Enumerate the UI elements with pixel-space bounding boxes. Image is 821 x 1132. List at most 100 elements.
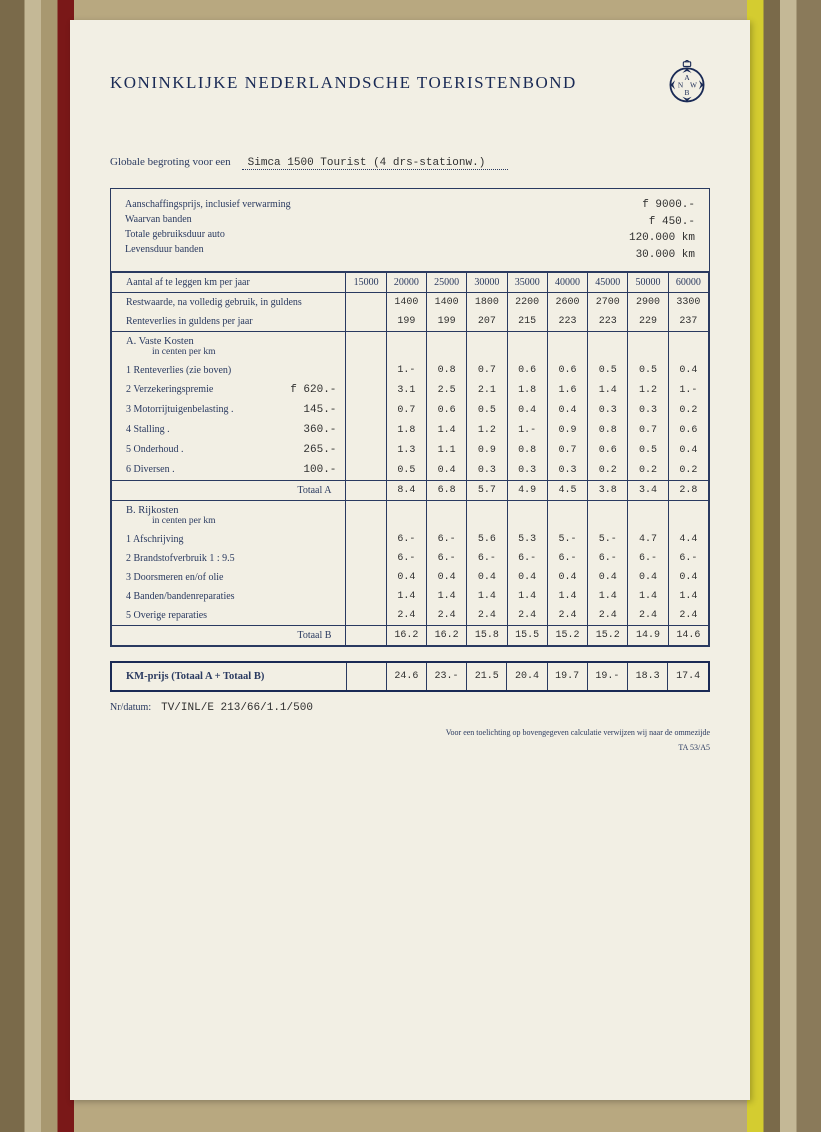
cell: 15.2 bbox=[547, 626, 587, 646]
intro-line: Globale begroting voor een Simca 1500 To… bbox=[110, 156, 710, 170]
a-item-5: 6 Diversen .100.- 0.50.40.30.30.30.20.20… bbox=[112, 460, 709, 481]
cell: 6.- bbox=[588, 549, 628, 568]
cell: 1.4 bbox=[507, 587, 547, 606]
cell: 0.4 bbox=[507, 400, 547, 420]
a-item-2-amt: 145.- bbox=[303, 404, 336, 416]
cell: 0.6 bbox=[507, 361, 547, 380]
top-line-2-value: 120.000 km bbox=[555, 230, 695, 247]
cell bbox=[346, 312, 386, 332]
cell: 1.1 bbox=[426, 440, 466, 460]
ref-value: TV/INL/E 213/66/1.1/500 bbox=[161, 702, 313, 714]
document-paper: KONINKLIJKE NEDERLANDSCHE TOERISTENBOND … bbox=[70, 20, 750, 1100]
intro-label: Globale begroting voor een bbox=[110, 156, 231, 168]
cell: 0.5 bbox=[628, 361, 668, 380]
form-code: TA 53/A5 bbox=[110, 743, 710, 752]
cell bbox=[346, 481, 386, 501]
cell: 6.- bbox=[668, 549, 708, 568]
km-col-0: 15000 bbox=[346, 273, 386, 293]
section-b-subtitle: in centen per km bbox=[126, 516, 342, 526]
cell: 5.7 bbox=[467, 481, 507, 501]
cell: 199 bbox=[426, 312, 466, 332]
cell: 0.3 bbox=[547, 460, 587, 481]
cell: 0.7 bbox=[547, 440, 587, 460]
cell: 6.- bbox=[426, 549, 466, 568]
cell: 15.5 bbox=[507, 626, 547, 646]
cell: 15.8 bbox=[467, 626, 507, 646]
cell bbox=[346, 293, 386, 313]
cell: 16.2 bbox=[426, 626, 466, 646]
cell: 19.7 bbox=[547, 663, 587, 690]
cell: 0.2 bbox=[668, 400, 708, 420]
top-line-2-label: Totale gebruiksduur auto bbox=[125, 227, 555, 242]
cell: 1.4 bbox=[547, 587, 587, 606]
renteverlies-row: Renteverlies in guldens per jaar 199 199… bbox=[112, 312, 709, 332]
km-col-3: 30000 bbox=[467, 273, 507, 293]
cell: 2.4 bbox=[467, 606, 507, 626]
km-col-4: 35000 bbox=[507, 273, 547, 293]
cell: 6.- bbox=[628, 549, 668, 568]
cell: 2700 bbox=[588, 293, 628, 313]
cell: 2600 bbox=[547, 293, 587, 313]
section-a-header: A. Vaste Kosten in centen per km bbox=[112, 332, 709, 362]
cell: 1400 bbox=[386, 293, 426, 313]
cell: 0.4 bbox=[628, 568, 668, 587]
cell bbox=[346, 568, 386, 587]
b-item-4-label: 5 Overige reparaties bbox=[112, 606, 346, 626]
cell bbox=[346, 530, 386, 549]
cell: 0.2 bbox=[668, 460, 708, 481]
cell: 1.- bbox=[386, 361, 426, 380]
a-item-3-amt: 360.- bbox=[303, 424, 336, 436]
cell: 0.6 bbox=[668, 420, 708, 440]
a-item-4-label: 5 Onderhoud . bbox=[126, 444, 184, 456]
cell: 1.4 bbox=[386, 587, 426, 606]
cell: 21.5 bbox=[467, 663, 507, 690]
cell: 6.- bbox=[386, 549, 426, 568]
cell bbox=[346, 663, 386, 690]
restwaarde-label: Restwaarde, na volledig gebruik, in guld… bbox=[112, 293, 346, 313]
vehicle-name: Simca 1500 Tourist (4 drs-stationw.) bbox=[242, 157, 508, 170]
cell: 237 bbox=[668, 312, 708, 332]
cell: 6.- bbox=[547, 549, 587, 568]
a-item-1-label: 2 Verzekeringspremie bbox=[126, 384, 213, 396]
km-prijs-frame: KM-prijs (Totaal A + Totaal B) 24.6 23.-… bbox=[110, 661, 710, 692]
cell: 1.6 bbox=[547, 380, 587, 400]
cell: 4.5 bbox=[547, 481, 587, 501]
cell: 0.8 bbox=[588, 420, 628, 440]
cell: 1.8 bbox=[507, 380, 547, 400]
cell: 0.7 bbox=[386, 400, 426, 420]
renteverlies-label: Renteverlies in guldens per jaar bbox=[112, 312, 346, 332]
a-item-2-label: 3 Motorrijtuigenbelasting . bbox=[126, 404, 234, 416]
a-item-1: 2 Verzekeringspremief 620.- 3.12.52.11.8… bbox=[112, 380, 709, 400]
cell: 3.1 bbox=[386, 380, 426, 400]
cell: 2.8 bbox=[668, 481, 708, 501]
top-line-0-value: f 9000.- bbox=[555, 197, 695, 214]
cell: 1.4 bbox=[628, 587, 668, 606]
cell: 1.4 bbox=[426, 420, 466, 440]
top-line-0-label: Aanschaffingsprijs, inclusief verwarming bbox=[125, 197, 555, 212]
total-a-row: Totaal A 8.46.85.74.94.53.83.42.8 bbox=[112, 481, 709, 501]
cell: 6.- bbox=[426, 530, 466, 549]
b-item-1-label: 2 Brandstofverbruik 1 : 9.5 bbox=[112, 549, 346, 568]
cell: 0.4 bbox=[668, 568, 708, 587]
km-col-6: 45000 bbox=[588, 273, 628, 293]
cell: 0.9 bbox=[467, 440, 507, 460]
km-col-1: 20000 bbox=[386, 273, 426, 293]
cell: 18.3 bbox=[627, 663, 667, 690]
cell: 1.4 bbox=[668, 587, 708, 606]
cell: 0.6 bbox=[426, 400, 466, 420]
b-item-4: 5 Overige reparaties 2.42.42.42.42.42.42… bbox=[112, 606, 709, 626]
top-line-1-value: f 450.- bbox=[555, 214, 695, 231]
cell: 0.4 bbox=[426, 568, 466, 587]
cell: 0.3 bbox=[467, 460, 507, 481]
cell: 5.- bbox=[588, 530, 628, 549]
cell: 0.5 bbox=[628, 440, 668, 460]
cell: 1.- bbox=[668, 380, 708, 400]
cell: 15.2 bbox=[588, 626, 628, 646]
cell: 14.9 bbox=[628, 626, 668, 646]
cell: 6.- bbox=[386, 530, 426, 549]
b-item-2-label: 3 Doorsmeren en/of olie bbox=[112, 568, 346, 587]
cell: 1.4 bbox=[467, 587, 507, 606]
cell: 0.3 bbox=[588, 400, 628, 420]
cell: 6.8 bbox=[426, 481, 466, 501]
cell: 2.4 bbox=[386, 606, 426, 626]
